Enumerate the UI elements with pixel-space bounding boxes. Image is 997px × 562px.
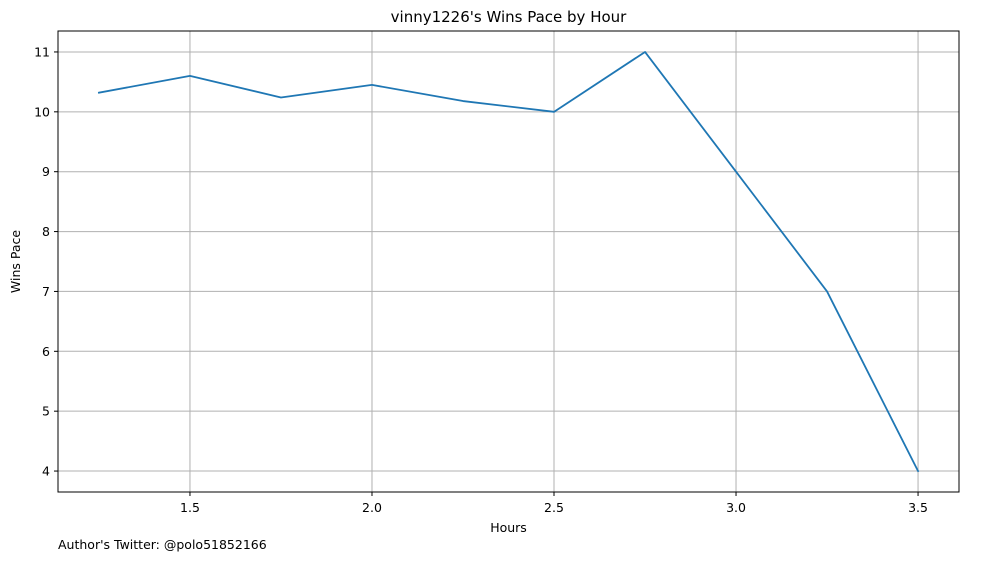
series-layer [97,51,920,473]
y-tick-label: 7 [42,284,50,299]
y-tick-label: 10 [34,104,50,119]
x-axis-ticks: 1.5 2.0 2.5 3.0 3.5 [180,492,928,515]
x-tick-label: 3.0 [726,500,746,515]
author-twitter-note: Author's Twitter: @polo51852166 [58,537,267,552]
y-tick-label: 5 [42,404,50,419]
x-axis-title: Hours [490,520,527,535]
x-tick-label: 2.5 [544,500,564,515]
series-line [97,51,920,473]
y-tick-label: 4 [42,464,50,479]
y-tick-label: 9 [42,164,50,179]
x-tick-label: 3.5 [908,500,928,515]
y-axis-title: Wins Pace [8,230,23,293]
axes-frame [57,30,960,493]
x-tick-label: 1.5 [180,500,200,515]
chart-title: vinny1226's Wins Pace by Hour [391,8,628,26]
grid-lines [58,31,959,492]
y-axis-ticks: 4 5 6 7 8 9 10 11 [34,44,58,479]
y-tick-label: 8 [42,224,50,239]
y-tick-label: 6 [42,344,50,359]
x-tick-label: 2.0 [362,500,382,515]
y-tick-label: 11 [34,44,50,59]
